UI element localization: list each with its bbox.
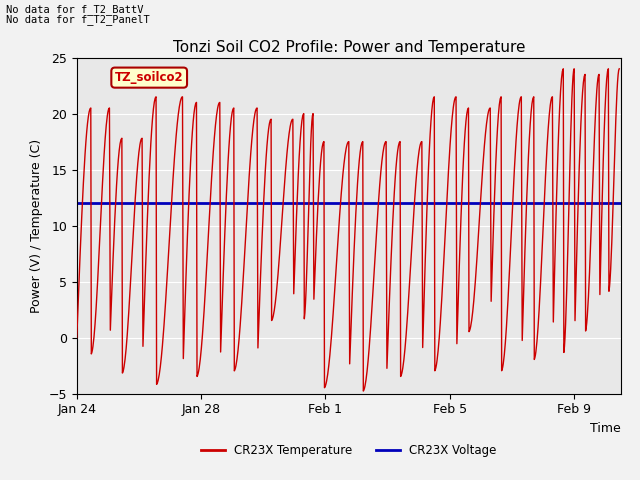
Y-axis label: Power (V) / Temperature (C): Power (V) / Temperature (C) xyxy=(30,139,43,312)
Text: No data for f_T2_PanelT: No data for f_T2_PanelT xyxy=(6,13,150,24)
Title: Tonzi Soil CO2 Profile: Power and Temperature: Tonzi Soil CO2 Profile: Power and Temper… xyxy=(173,40,525,55)
Legend: CR23X Temperature, CR23X Voltage: CR23X Temperature, CR23X Voltage xyxy=(196,439,501,462)
X-axis label: Time: Time xyxy=(590,422,621,435)
Text: No data for f_T2_BattV: No data for f_T2_BattV xyxy=(6,4,144,15)
Text: TZ_soilco2: TZ_soilco2 xyxy=(115,71,184,84)
